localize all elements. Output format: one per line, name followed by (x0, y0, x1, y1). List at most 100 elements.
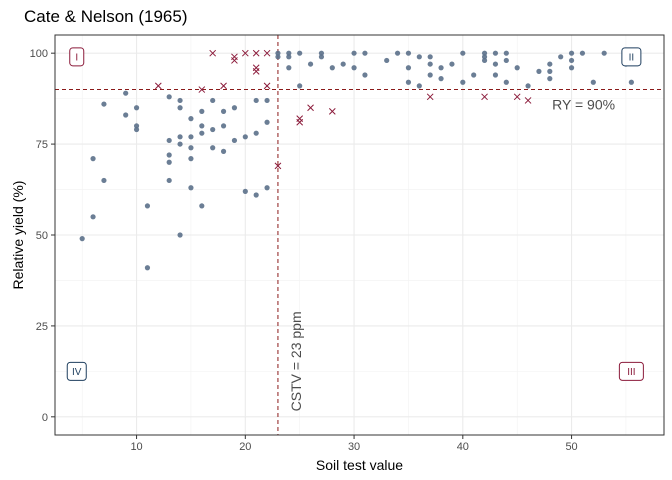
data-point (286, 65, 292, 71)
data-point (628, 79, 634, 85)
cross-point (481, 93, 488, 101)
data-point (253, 192, 259, 198)
data-point (264, 185, 270, 191)
data-point (101, 101, 107, 107)
x-axis-ticks: 10 20 30 40 50 (130, 435, 578, 453)
data-point (405, 50, 412, 56)
cross-stroke (524, 97, 532, 104)
cross-stroke (426, 93, 434, 101)
panel-border (54, 34, 665, 436)
data-point (166, 94, 172, 100)
quadrant-box (66, 361, 87, 381)
ry-annotation: RY = 90% (552, 97, 615, 113)
quadrant-label: IV (66, 361, 87, 381)
data-point (547, 61, 553, 67)
data-point (438, 65, 444, 71)
data-point (79, 236, 85, 242)
grid (55, 35, 664, 435)
data-point (318, 54, 325, 60)
data-point (253, 97, 259, 104)
quadrant-box (618, 361, 644, 381)
chart-title: Cate & Nelson (1965) (24, 7, 187, 26)
data-point (427, 72, 433, 78)
x-tick-label: 50 (565, 441, 577, 453)
data-point (525, 83, 531, 89)
data-point (362, 72, 368, 78)
data-point (536, 68, 542, 74)
data-point (286, 54, 292, 60)
data-point (416, 54, 422, 60)
x-axis-title: Soil test value (316, 457, 403, 473)
data-point (460, 79, 466, 85)
y-axis-title: Relative yield (%) (10, 181, 26, 290)
quadrant-text: II (629, 52, 635, 63)
data-point (253, 130, 259, 136)
quadrant-label: II (621, 47, 642, 67)
data-point (220, 123, 227, 129)
data-point (188, 116, 194, 122)
cross-point (263, 82, 271, 90)
quadrant-text: IV (72, 367, 82, 378)
cross-point (198, 86, 206, 93)
data-point (199, 130, 205, 136)
data-point (438, 76, 444, 82)
data-point (144, 265, 151, 271)
cross-stroke (513, 93, 521, 101)
x-tick-label: 40 (457, 441, 469, 453)
cross-point (252, 68, 260, 75)
data-point (492, 61, 499, 67)
data-point (416, 83, 422, 89)
cross-stroke (241, 49, 249, 57)
y-tick-label: 50 (36, 230, 48, 242)
cross-point (209, 49, 217, 57)
x-tick-label: 30 (348, 441, 360, 453)
cross-point (307, 104, 314, 112)
quadrant-label: I (69, 47, 85, 67)
data-point (231, 137, 238, 144)
data-points (79, 50, 634, 271)
cross-stroke (328, 108, 336, 115)
y-tick-label: 75 (36, 139, 48, 151)
data-point (231, 105, 238, 111)
data-point (329, 65, 335, 71)
data-point (275, 54, 281, 60)
data-point (471, 72, 477, 78)
data-point (351, 50, 357, 56)
cross-point (426, 93, 434, 101)
data-point (405, 79, 412, 85)
data-point (123, 112, 129, 118)
data-point (601, 50, 607, 56)
data-point (362, 50, 368, 56)
data-point (427, 61, 433, 67)
data-point (188, 185, 194, 191)
cross-point (241, 49, 249, 57)
cross-stroke (231, 57, 238, 64)
data-point (166, 159, 172, 165)
data-point (210, 97, 216, 104)
data-point (492, 50, 499, 56)
quadrant-text: I (75, 52, 78, 63)
data-point (449, 61, 455, 67)
data-point (264, 119, 270, 125)
cross-stroke (481, 93, 488, 101)
data-point (199, 108, 205, 114)
data-point (220, 148, 227, 154)
data-point (101, 177, 107, 184)
data-point (177, 232, 183, 238)
cross-point (252, 49, 260, 57)
data-point (188, 145, 194, 151)
cross-stroke (198, 86, 206, 93)
data-point (568, 50, 575, 56)
data-point (503, 57, 509, 64)
data-point (177, 105, 183, 111)
data-point (166, 177, 172, 184)
data-point (90, 214, 96, 220)
cross-point (524, 97, 532, 104)
cstv-annotation: CSTV = 23 ppm (288, 311, 304, 411)
data-point (481, 50, 488, 56)
data-point (503, 79, 509, 85)
quadrant-text: III (627, 367, 635, 378)
data-point (177, 141, 183, 147)
